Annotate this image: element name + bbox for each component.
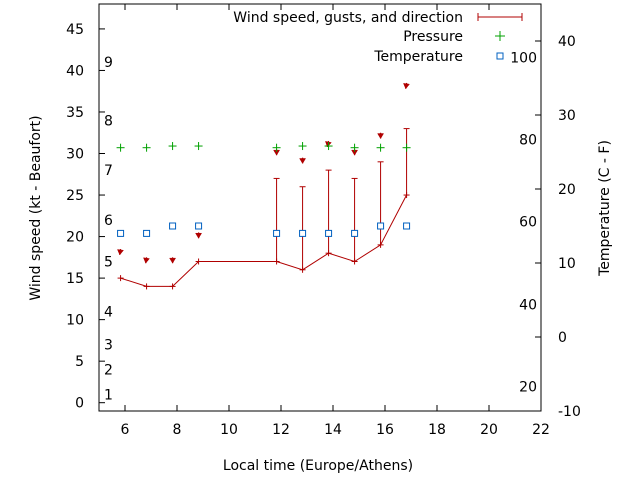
fahrenheit-scale: 20 40 60 80 100: [510, 50, 537, 395]
beaufort-label: 6: [104, 213, 113, 229]
y-tick-label-left: 15: [66, 271, 84, 287]
wind-direction-arrowhead: [299, 158, 307, 164]
pressure-series: [116, 142, 411, 152]
beaufort-label: 3: [104, 338, 113, 354]
fahrenheit-label: 40: [519, 297, 537, 313]
y-tick-label-left: 5: [75, 354, 84, 370]
y-tick-label-right: -10: [558, 404, 581, 420]
tick-labels: 6 8 10 12 14 16 18 20 22051015202530354045-10010…: [66, 22, 581, 438]
temperature-point: [273, 229, 281, 237]
temperature-point: [195, 222, 203, 230]
x-tick-label: 14: [324, 422, 342, 438]
beaufort-scale: 1 2 3 4 5 6 7 8 9: [104, 55, 113, 403]
temperature-point: [351, 229, 359, 237]
x-tick-label: 18: [428, 422, 446, 438]
temperature-point: [169, 222, 177, 230]
y-axis-right-title: Temperature (C - F): [597, 140, 613, 277]
temperature-point: [325, 229, 333, 237]
legend: Wind speed, gusts, and direction Pressur…: [233, 10, 523, 65]
legend-swatch-temperature: [496, 52, 504, 60]
wind-direction-arrowhead: [117, 249, 124, 256]
beaufort-label: 5: [104, 254, 113, 270]
wind-speed-series: [117, 192, 410, 290]
y-tick-label-left: 35: [66, 105, 84, 121]
y-tick-label-left: 25: [66, 188, 84, 204]
y-tick-label-left: 0: [75, 396, 84, 412]
x-tick-label: 6: [121, 422, 130, 438]
x-tick-label: 12: [272, 422, 290, 438]
wind-direction-arrowhead: [377, 133, 385, 140]
y-tick-label-left: 45: [66, 22, 84, 38]
y-tick-label-right: 0: [558, 330, 567, 346]
y-tick-label-right: 10: [558, 256, 576, 272]
beaufort-label: 8: [104, 113, 113, 129]
beaufort-label: 7: [104, 163, 113, 179]
gust-bars: [273, 128, 410, 270]
wind-direction-arrows: [117, 82, 410, 264]
axis-ticks: [99, 4, 542, 412]
fahrenheit-label: 60: [519, 215, 537, 231]
beaufort-label: 1: [104, 387, 113, 403]
temperature-series: [117, 222, 411, 237]
y-tick-label-left: 10: [66, 313, 84, 329]
legend-label-pressure: Pressure: [403, 29, 463, 45]
temperature-point: [117, 229, 125, 237]
beaufort-label: 4: [104, 304, 113, 320]
plot-frame: [98, 3, 542, 412]
temperature-point: [299, 229, 307, 237]
x-tick-label: 20: [480, 422, 498, 438]
y-axis-left-title: Wind speed (kt - Beaufort): [28, 115, 44, 300]
temperature-point: [377, 222, 385, 230]
legend-label-wind: Wind speed, gusts, and direction: [233, 10, 463, 26]
x-tick-label: 8: [173, 422, 182, 438]
wind-direction-arrowhead: [403, 83, 410, 90]
temperature-point: [143, 229, 151, 237]
fahrenheit-label: 20: [519, 380, 537, 396]
y-tick-label-right: 30: [558, 108, 576, 124]
wind-direction-arrowhead: [143, 257, 150, 264]
x-axis-title: Local time (Europe/Athens): [223, 458, 413, 474]
y-tick-label-left: 40: [66, 63, 84, 79]
x-tick-label: 16: [376, 422, 394, 438]
y-tick-label-right: 40: [558, 34, 576, 50]
beaufort-label: 9: [104, 55, 113, 71]
wind-direction-arrowhead: [169, 257, 177, 264]
wind-direction-arrowhead: [195, 232, 203, 239]
fahrenheit-label: 80: [519, 132, 537, 148]
beaufort-label: 2: [104, 362, 113, 378]
x-tick-label: 22: [532, 422, 550, 438]
x-tick-label: 10: [220, 422, 238, 438]
legend-swatch-pressure: [495, 31, 505, 41]
y-tick-label-right: 20: [558, 182, 576, 198]
temperature-point: [403, 222, 411, 230]
y-tick-label-left: 30: [66, 147, 84, 163]
wind-speed-line: [120, 194, 408, 287]
fahrenheit-label: 100: [510, 50, 537, 66]
y-tick-label-left: 20: [66, 230, 84, 246]
legend-label-temperature: Temperature: [373, 49, 463, 65]
